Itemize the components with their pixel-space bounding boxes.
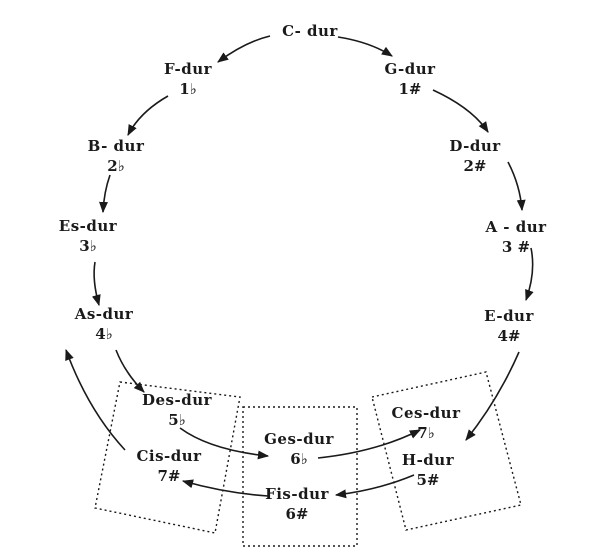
key-b-dur: B- dur 2♭ [88, 139, 145, 174]
key-name: Ges-dur [264, 430, 334, 448]
arrow-h-to-fis [334, 474, 415, 499]
key-as-dur: As-dur 4♭ [75, 307, 134, 342]
key-g-dur: G-dur 1# [384, 62, 435, 97]
arrow-cis-to-as [65, 348, 126, 451]
key-des-dur: Des-dur 5♭ [142, 393, 212, 428]
arrow-a-to-e [525, 247, 534, 302]
key-name: Des-dur [141, 391, 213, 409]
key-name: Es-dur [58, 217, 118, 235]
arrow-as-to-des [115, 349, 145, 393]
arrow-ges-to-ces [317, 429, 422, 459]
key-name: Ces-dur [391, 404, 461, 422]
key-signature: 7♭ [417, 424, 435, 442]
key-c-dur: C- dur [282, 24, 338, 39]
arrow-d-to-a [507, 161, 526, 212]
key-f-dur: F-dur 1♭ [164, 62, 212, 97]
arrow-es-to-as [91, 261, 101, 307]
key-signature: 3 # [501, 238, 531, 256]
key-cis-dur: Cis-dur 7# [136, 449, 201, 484]
key-signature: 4♭ [95, 325, 113, 343]
key-name: F-dur [164, 60, 212, 78]
key-name: H-dur [401, 451, 455, 469]
arrow-g-to-d [432, 89, 489, 133]
key-d-dur: D-dur 2# [449, 139, 500, 174]
key-name: B- dur [87, 137, 145, 155]
key-es-dur: Es-dur 3♭ [59, 219, 117, 254]
key-signature: 5♭ [168, 411, 186, 429]
key-name: G-dur [384, 60, 436, 78]
key-name: Fis-dur [265, 485, 329, 503]
arrow-c-to-g [337, 36, 393, 57]
enharmonic-box-des-cis [94, 381, 241, 534]
key-signature: 3♭ [79, 237, 97, 255]
key-name: C- dur [282, 22, 338, 40]
key-name: D-dur [449, 137, 501, 155]
enharmonic-box-ges-fis [242, 406, 358, 547]
key-ces-dur: Ces-dur 7♭ [392, 406, 461, 441]
key-ges-dur: Ges-dur 6♭ [264, 432, 334, 467]
key-signature: 6# [285, 505, 309, 523]
arrow-des-to-ges [179, 427, 270, 460]
key-fis-dur: Fis-dur 6# [265, 487, 329, 522]
arrow-c-to-f [217, 35, 271, 63]
key-a-dur: A - dur 3 # [485, 220, 546, 255]
key-signature: 5# [416, 471, 440, 489]
arrow-fis-to-cis [181, 479, 269, 497]
key-signature: 7# [157, 467, 181, 485]
key-e-dur: E-dur 4# [484, 309, 534, 344]
key-signature: 1♭ [179, 80, 197, 98]
key-signature: 6♭ [290, 450, 308, 468]
key-name: E-dur [484, 307, 534, 325]
key-h-dur: H-dur 5# [402, 453, 454, 488]
key-signature: 2# [463, 157, 487, 175]
key-signature: 1# [398, 80, 422, 98]
key-name: A - dur [485, 218, 547, 236]
key-signature: 4# [497, 327, 521, 345]
arrow-e-to-h [465, 351, 520, 441]
key-name: As-dur [74, 305, 134, 323]
arrow-f-to-b [127, 95, 169, 136]
key-name: Cis-dur [136, 447, 202, 465]
key-signature: 2♭ [107, 157, 125, 175]
arrow-b-to-es [99, 174, 111, 214]
